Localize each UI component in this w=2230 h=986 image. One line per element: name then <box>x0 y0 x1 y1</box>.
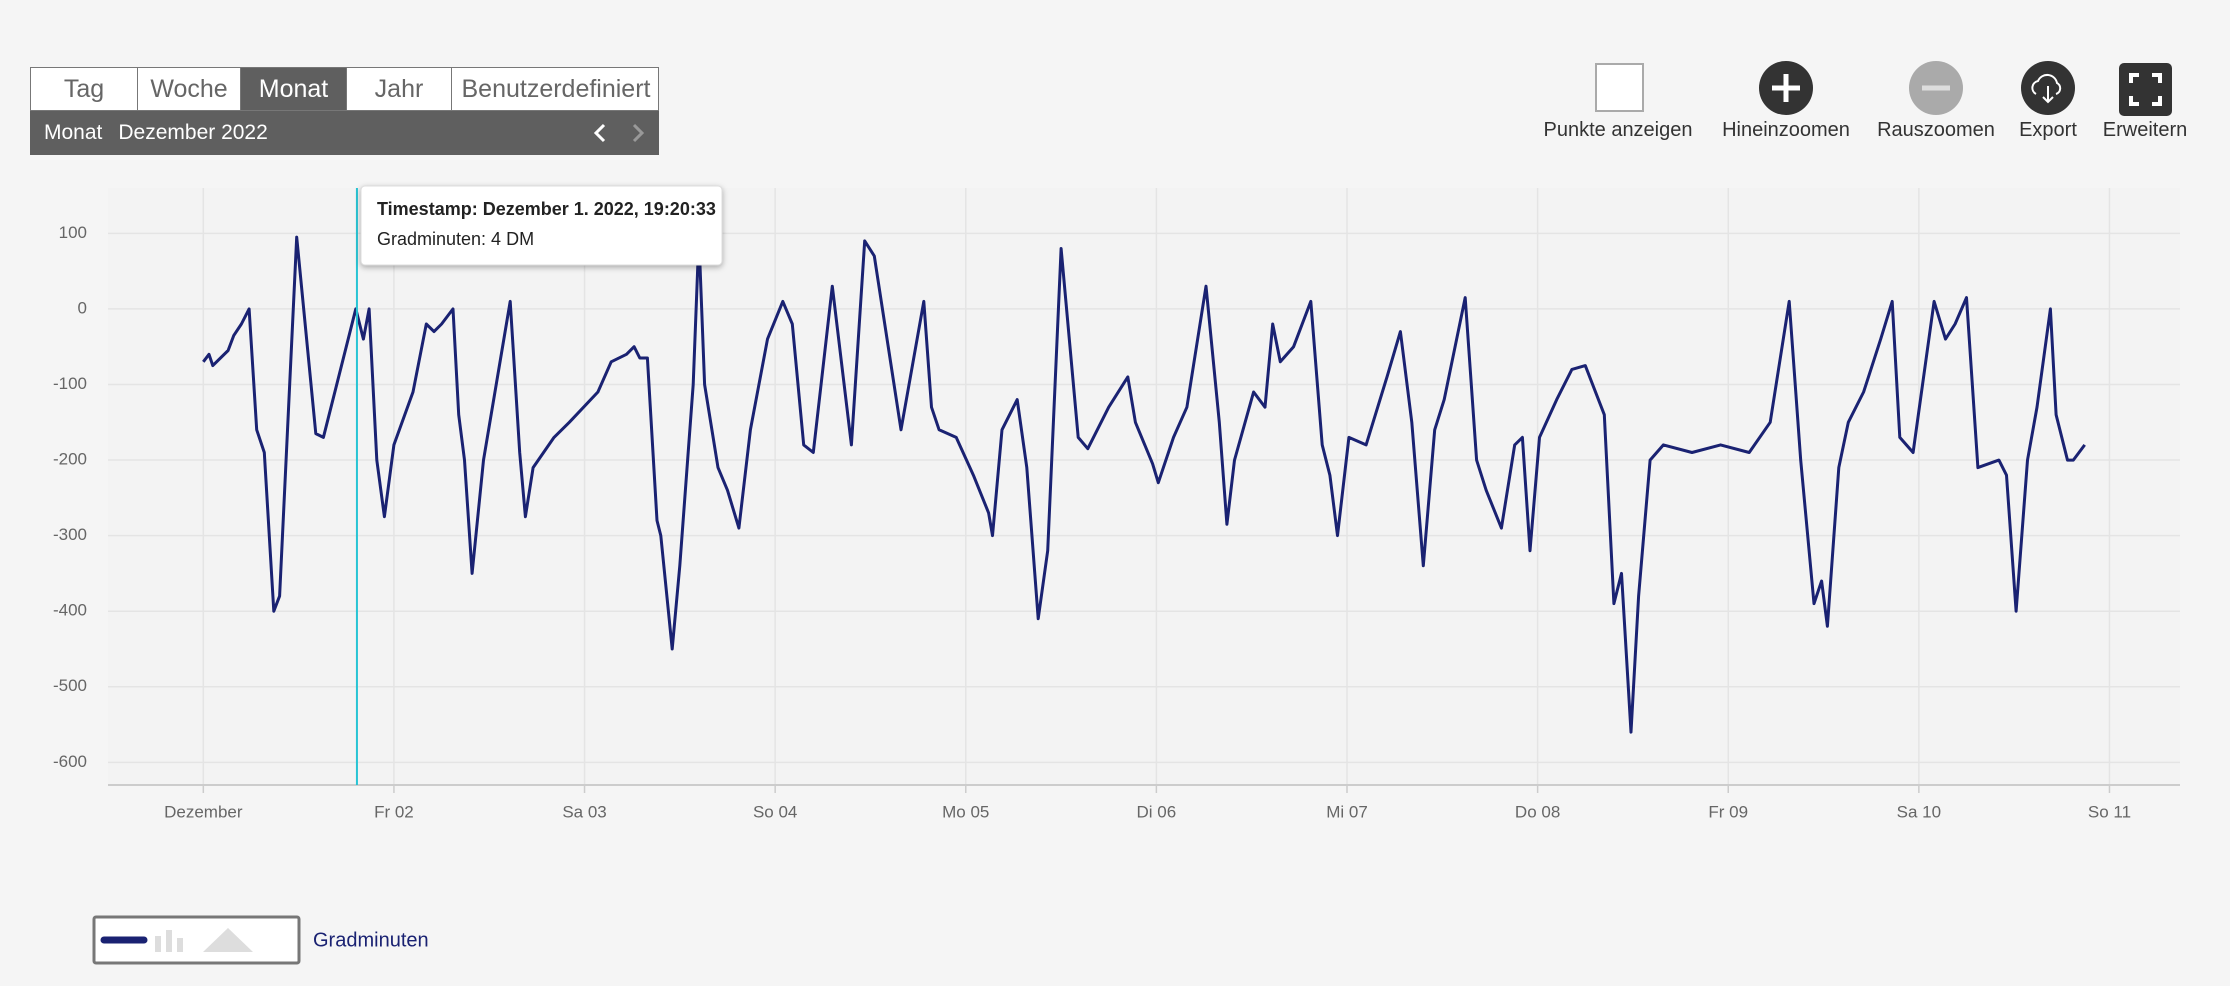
x-tick-label: Fr 02 <box>374 802 414 821</box>
range-tab[interactable]: Tag <box>31 68 138 110</box>
range-tab[interactable]: Benutzerdefiniert <box>461 74 651 103</box>
x-tick-label: Di 06 <box>1137 802 1177 821</box>
x-tick-label: Sa 10 <box>1897 802 1941 821</box>
tooltip-box <box>360 185 723 266</box>
range-tab[interactable]: Jahr <box>347 68 452 110</box>
period-bar: Monat Dezember 2022 <box>30 111 659 155</box>
period-label: Monat <box>44 121 103 144</box>
y-tick-label: -300 <box>53 525 87 544</box>
period-value: Dezember 2022 <box>118 121 268 144</box>
action-label: Hineinzoomen <box>1722 119 1850 141</box>
y-tick-label: -200 <box>53 450 87 469</box>
expand-button[interactable] <box>2119 63 2172 116</box>
x-tick-label: So 11 <box>2088 802 2131 821</box>
range-tab[interactable]: Woche <box>138 68 241 110</box>
zoom-out-button[interactable] <box>1909 61 1963 115</box>
next-button[interactable] <box>632 123 645 143</box>
export-button[interactable] <box>2021 61 2075 115</box>
prev-button[interactable] <box>593 123 606 143</box>
y-tick-label: -400 <box>53 601 87 620</box>
tooltip-timestamp: Timestamp: Dezember 1. 2022, 19:20:33 <box>377 199 716 219</box>
y-tick-label: 0 <box>78 298 87 317</box>
x-tick-label: Fr 09 <box>1708 802 1748 821</box>
x-tick-label: Mi 07 <box>1326 802 1368 821</box>
y-tick-label: -100 <box>53 374 87 393</box>
action-label: Rauszoomen <box>1877 119 1995 141</box>
x-tick-label: So 04 <box>753 802 797 821</box>
period-nav <box>593 123 645 143</box>
points-checkbox[interactable] <box>1595 63 1644 112</box>
data-line <box>202 235 2086 734</box>
x-tick-label: Sa 03 <box>562 802 606 821</box>
range-tabs: Tag Woche Monat Jahr Benutzerdefiniert <box>30 67 659 111</box>
plot-area <box>108 188 2180 785</box>
y-tick-label: -500 <box>53 676 87 695</box>
y-tick-label: -600 <box>53 752 87 771</box>
legend-type-icons <box>155 928 253 952</box>
y-tick-label: 100 <box>59 223 87 242</box>
legend-label: Gradminuten <box>313 929 429 951</box>
range-tab[interactable]: Monat <box>241 68 347 110</box>
zoom-in-button[interactable] <box>1759 61 1813 115</box>
action-label: Export <box>2019 119 2077 141</box>
x-tick-label: Do 08 <box>1515 802 1560 821</box>
action-label: Erweitern <box>2102 119 2188 141</box>
action-label: Punkte anzeigen <box>1543 119 1693 141</box>
x-tick-label: Dezember <box>164 802 243 821</box>
x-tick-label: Mo 05 <box>942 802 989 821</box>
tooltip-value: Gradminuten: 4 DM <box>377 229 534 249</box>
